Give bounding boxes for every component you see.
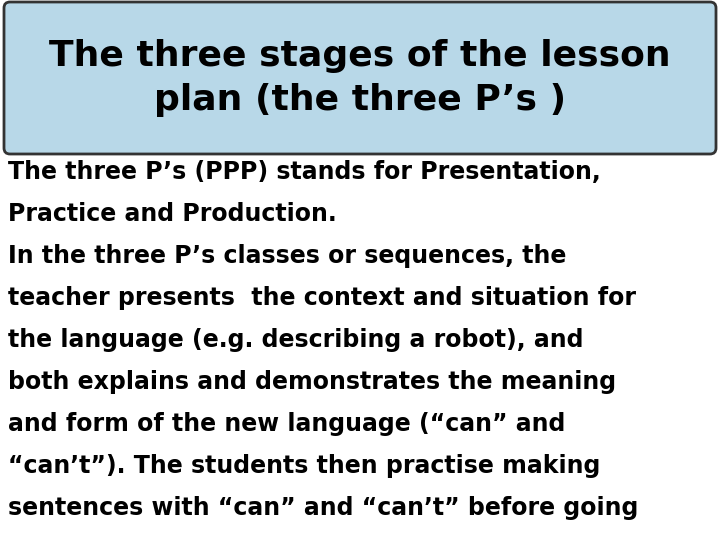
- Text: The three P’s (PPP) stands for Presentation,: The three P’s (PPP) stands for Presentat…: [8, 160, 600, 184]
- Text: Practice and Production.: Practice and Production.: [8, 202, 337, 226]
- Text: and form of the new language (“can” and: and form of the new language (“can” and: [8, 412, 565, 436]
- Text: the language (e.g. describing a robot), and: the language (e.g. describing a robot), …: [8, 328, 583, 352]
- Text: “can’t”). The students then practise making: “can’t”). The students then practise mak…: [8, 454, 600, 478]
- Text: both explains and demonstrates the meaning: both explains and demonstrates the meani…: [8, 370, 616, 394]
- Text: sentences with “can” and “can’t” before going: sentences with “can” and “can’t” before …: [8, 496, 639, 520]
- Text: In the three P’s classes or sequences, the: In the three P’s classes or sequences, t…: [8, 244, 567, 268]
- Text: The three stages of the lesson
plan (the three P’s ): The three stages of the lesson plan (the…: [49, 38, 671, 117]
- Text: teacher presents  the context and situation for: teacher presents the context and situati…: [8, 286, 636, 310]
- FancyBboxPatch shape: [4, 2, 716, 154]
